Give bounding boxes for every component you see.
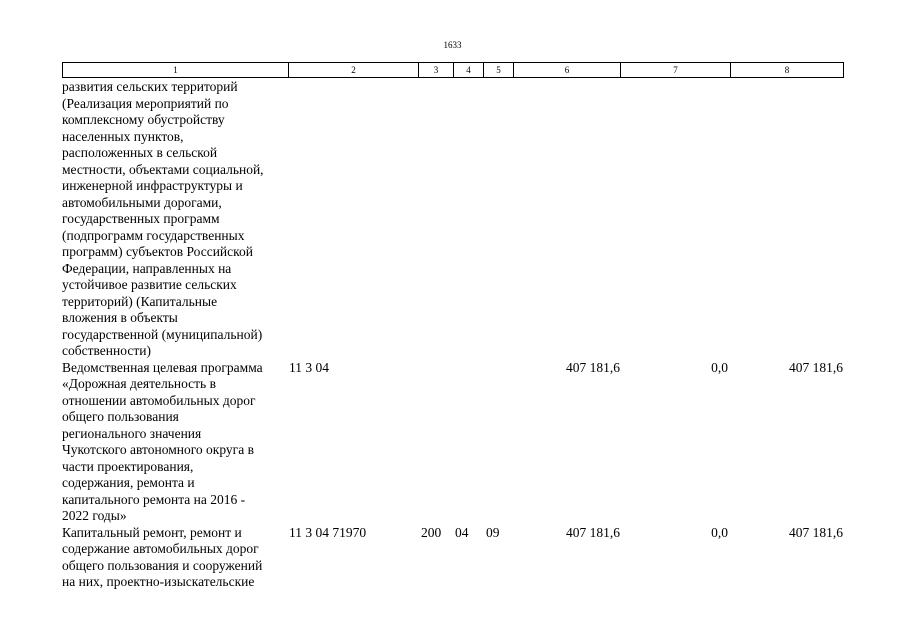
table-cell: 407 181,6 — [789, 524, 843, 540]
table-cell: 09 — [486, 524, 500, 540]
header-cell: 4 — [453, 62, 484, 78]
row-name-line: инженерной инфраструктуры и — [62, 178, 243, 193]
row-name-line: государственной (муниципальной) — [62, 326, 263, 342]
row-name-line: капитального ремонта на 2016 - — [62, 491, 246, 507]
table-cell: 0,0 — [711, 359, 728, 375]
row-name-line: собственности) — [62, 343, 151, 358]
table-cell: 200 — [421, 524, 442, 540]
row-name-line: «Дорожная деятельность в — [62, 376, 216, 391]
row-name-line: общего пользования — [62, 409, 179, 424]
row-name-line: комплексному обустройству — [62, 112, 225, 127]
row-name-line: автомобильными дорогами, — [62, 194, 222, 210]
row-name-line: населенных пунктов, — [62, 128, 184, 144]
row-name-line: (подпрограмм государственных — [62, 227, 245, 243]
header-cell: 6 — [513, 62, 621, 78]
page-number: 1633 — [443, 40, 462, 50]
row-name-line: Чукотского автономного округа в — [62, 442, 254, 457]
row-name-line: (Реализация мероприятий по — [62, 95, 229, 111]
row-name-line: Федерации, направленных на — [62, 260, 232, 276]
row-name-line: государственных программ — [62, 211, 220, 226]
row-name-line: общего пользования и сооружений — [62, 557, 263, 573]
row-name-line: развития сельских территорий — [62, 79, 238, 94]
row-name-line: местности, объектами социальной, — [62, 161, 264, 177]
header-cell: 3 — [418, 62, 454, 78]
row-name-line: программ) субъектов Российской — [62, 244, 253, 259]
table-cell: 407 181,6 — [566, 359, 620, 375]
row-name-line: 2022 годы» — [62, 508, 127, 523]
row-name-line: содержания, ремонта и — [62, 475, 195, 490]
table-cell: 407 181,6 — [566, 524, 620, 540]
row-name-line: регионального значения — [62, 425, 202, 441]
header-cell: 2 — [288, 62, 419, 78]
row-name-line: вложения в объекты — [62, 310, 178, 325]
row-name-line: расположенных в сельской — [62, 145, 218, 160]
row-name-line: отношении автомобильных дорог — [62, 392, 256, 408]
row-name-line: Капитальный ремонт, ремонт и — [62, 524, 242, 540]
table-cell: 11 3 04 71970 — [289, 524, 367, 540]
header-cell: 7 — [620, 62, 731, 78]
table-cell: 11 3 04 — [289, 359, 329, 375]
row-name-line: устойчивое развитие сельских — [62, 277, 237, 292]
row-name-line: на них, проектно-изыскательские — [62, 574, 255, 589]
header-cell: 1 — [62, 62, 289, 78]
header-cell: 8 — [730, 62, 844, 78]
row-name-line: содержание автомобильных дорог — [62, 541, 259, 556]
table-cell: 0,0 — [711, 524, 728, 540]
table-cell: 407 181,6 — [789, 359, 843, 375]
row-name-line: части проектирования, — [62, 458, 194, 474]
header-cell: 5 — [483, 62, 514, 78]
table-cell: 04 — [455, 524, 469, 540]
row-name-line: Ведомственная целевая программа — [62, 359, 263, 375]
row-name-line: территорий) (Капитальные — [62, 293, 218, 309]
